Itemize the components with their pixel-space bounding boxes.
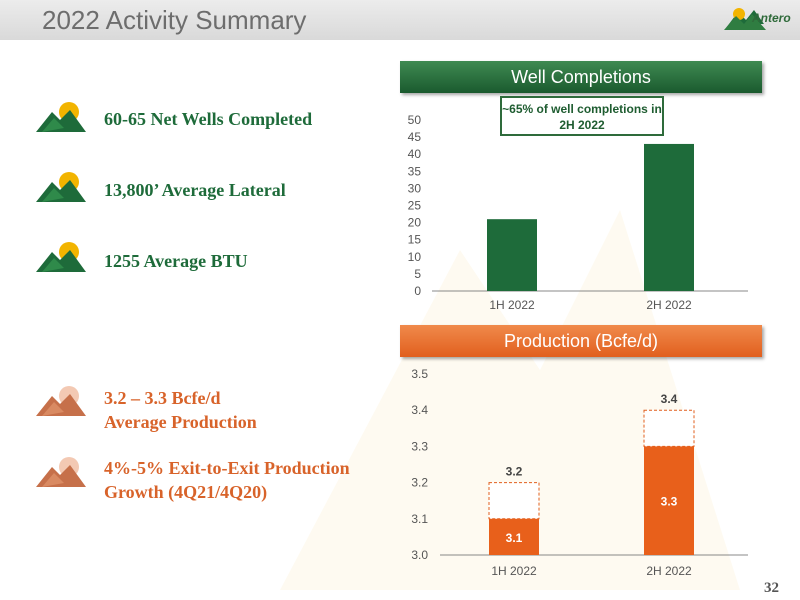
bullet-production-growth-line1: 4%-5% Exit-to-Exit Production [104, 458, 350, 478]
y-tick-label: 15 [408, 233, 422, 247]
mountain-sun-orange-icon [36, 457, 86, 487]
y-tick-label: 35 [408, 164, 422, 178]
y-tick-label: 45 [408, 130, 422, 144]
mountain-sun-icon [36, 102, 86, 132]
y-tick-label: 3.4 [411, 403, 428, 417]
bullet-production-growth-line2: Growth (4Q21/4Q20) [104, 482, 268, 502]
bar [644, 143, 694, 291]
mountain-sun-orange-icon [36, 386, 86, 416]
y-tick-label: 0 [414, 284, 421, 298]
y-tick-label: 25 [408, 199, 422, 213]
y-tick-label: 30 [408, 181, 422, 195]
y-tick-label: 20 [408, 216, 422, 230]
range-value-label: 3.2 [506, 465, 523, 479]
y-tick-label: 50 [408, 113, 422, 127]
bar [644, 446, 694, 555]
y-tick-label: 40 [408, 147, 422, 161]
well-completions-title: Well Completions [400, 61, 762, 93]
logo-text: Antero [752, 11, 791, 25]
y-tick-label: 3.5 [411, 367, 428, 381]
y-tick-label: 3.1 [411, 512, 428, 526]
antero-logo-icon [724, 8, 766, 30]
x-tick-label: 1H 2022 [491, 564, 537, 578]
bar-value-label: 3.3 [661, 495, 678, 509]
bullet-production-growth: 4%-5% Exit-to-Exit Production Growth (4Q… [104, 456, 350, 504]
x-tick-label: 1H 2022 [489, 298, 535, 312]
y-tick-label: 3.2 [411, 476, 428, 490]
y-tick-label: 3.0 [411, 548, 428, 562]
bar [489, 518, 539, 555]
bullet-net-wells: 60-65 Net Wells Completed [104, 109, 313, 129]
well-completions-annotation: ~65% of well completions in 2H 2022 [500, 96, 664, 136]
mountain-sun-icon [36, 242, 86, 272]
x-tick-label: 2H 2022 [646, 298, 692, 312]
range-bar [488, 482, 540, 520]
bar-value-label: 3.1 [506, 531, 523, 545]
x-tick-label: 2H 2022 [646, 564, 692, 578]
bullet-average-btu: 1255 Average BTU [104, 251, 248, 271]
page-title: 2022 Activity Summary [42, 5, 307, 35]
bullet-average-production: 3.2 – 3.3 Bcfe/d Average Production [104, 386, 257, 434]
page-number: 32 [764, 580, 779, 596]
y-tick-label: 3.3 [411, 439, 428, 453]
watermark-mountain-icon [280, 210, 740, 590]
bullet-average-production-line2: Average Production [104, 412, 257, 432]
bullet-average-production-line1: 3.2 – 3.3 Bcfe/d [104, 388, 221, 408]
bar [487, 219, 537, 291]
bullet-average-lateral: 13,800’ Average Lateral [104, 180, 286, 200]
y-tick-label: 5 [414, 267, 421, 281]
header-bar [0, 0, 800, 40]
y-tick-label: 10 [408, 250, 422, 264]
production-title: Production (Bcfe/d) [400, 325, 762, 357]
mountain-sun-icon [36, 172, 86, 202]
range-bar [643, 409, 695, 447]
range-value-label: 3.4 [661, 392, 678, 406]
